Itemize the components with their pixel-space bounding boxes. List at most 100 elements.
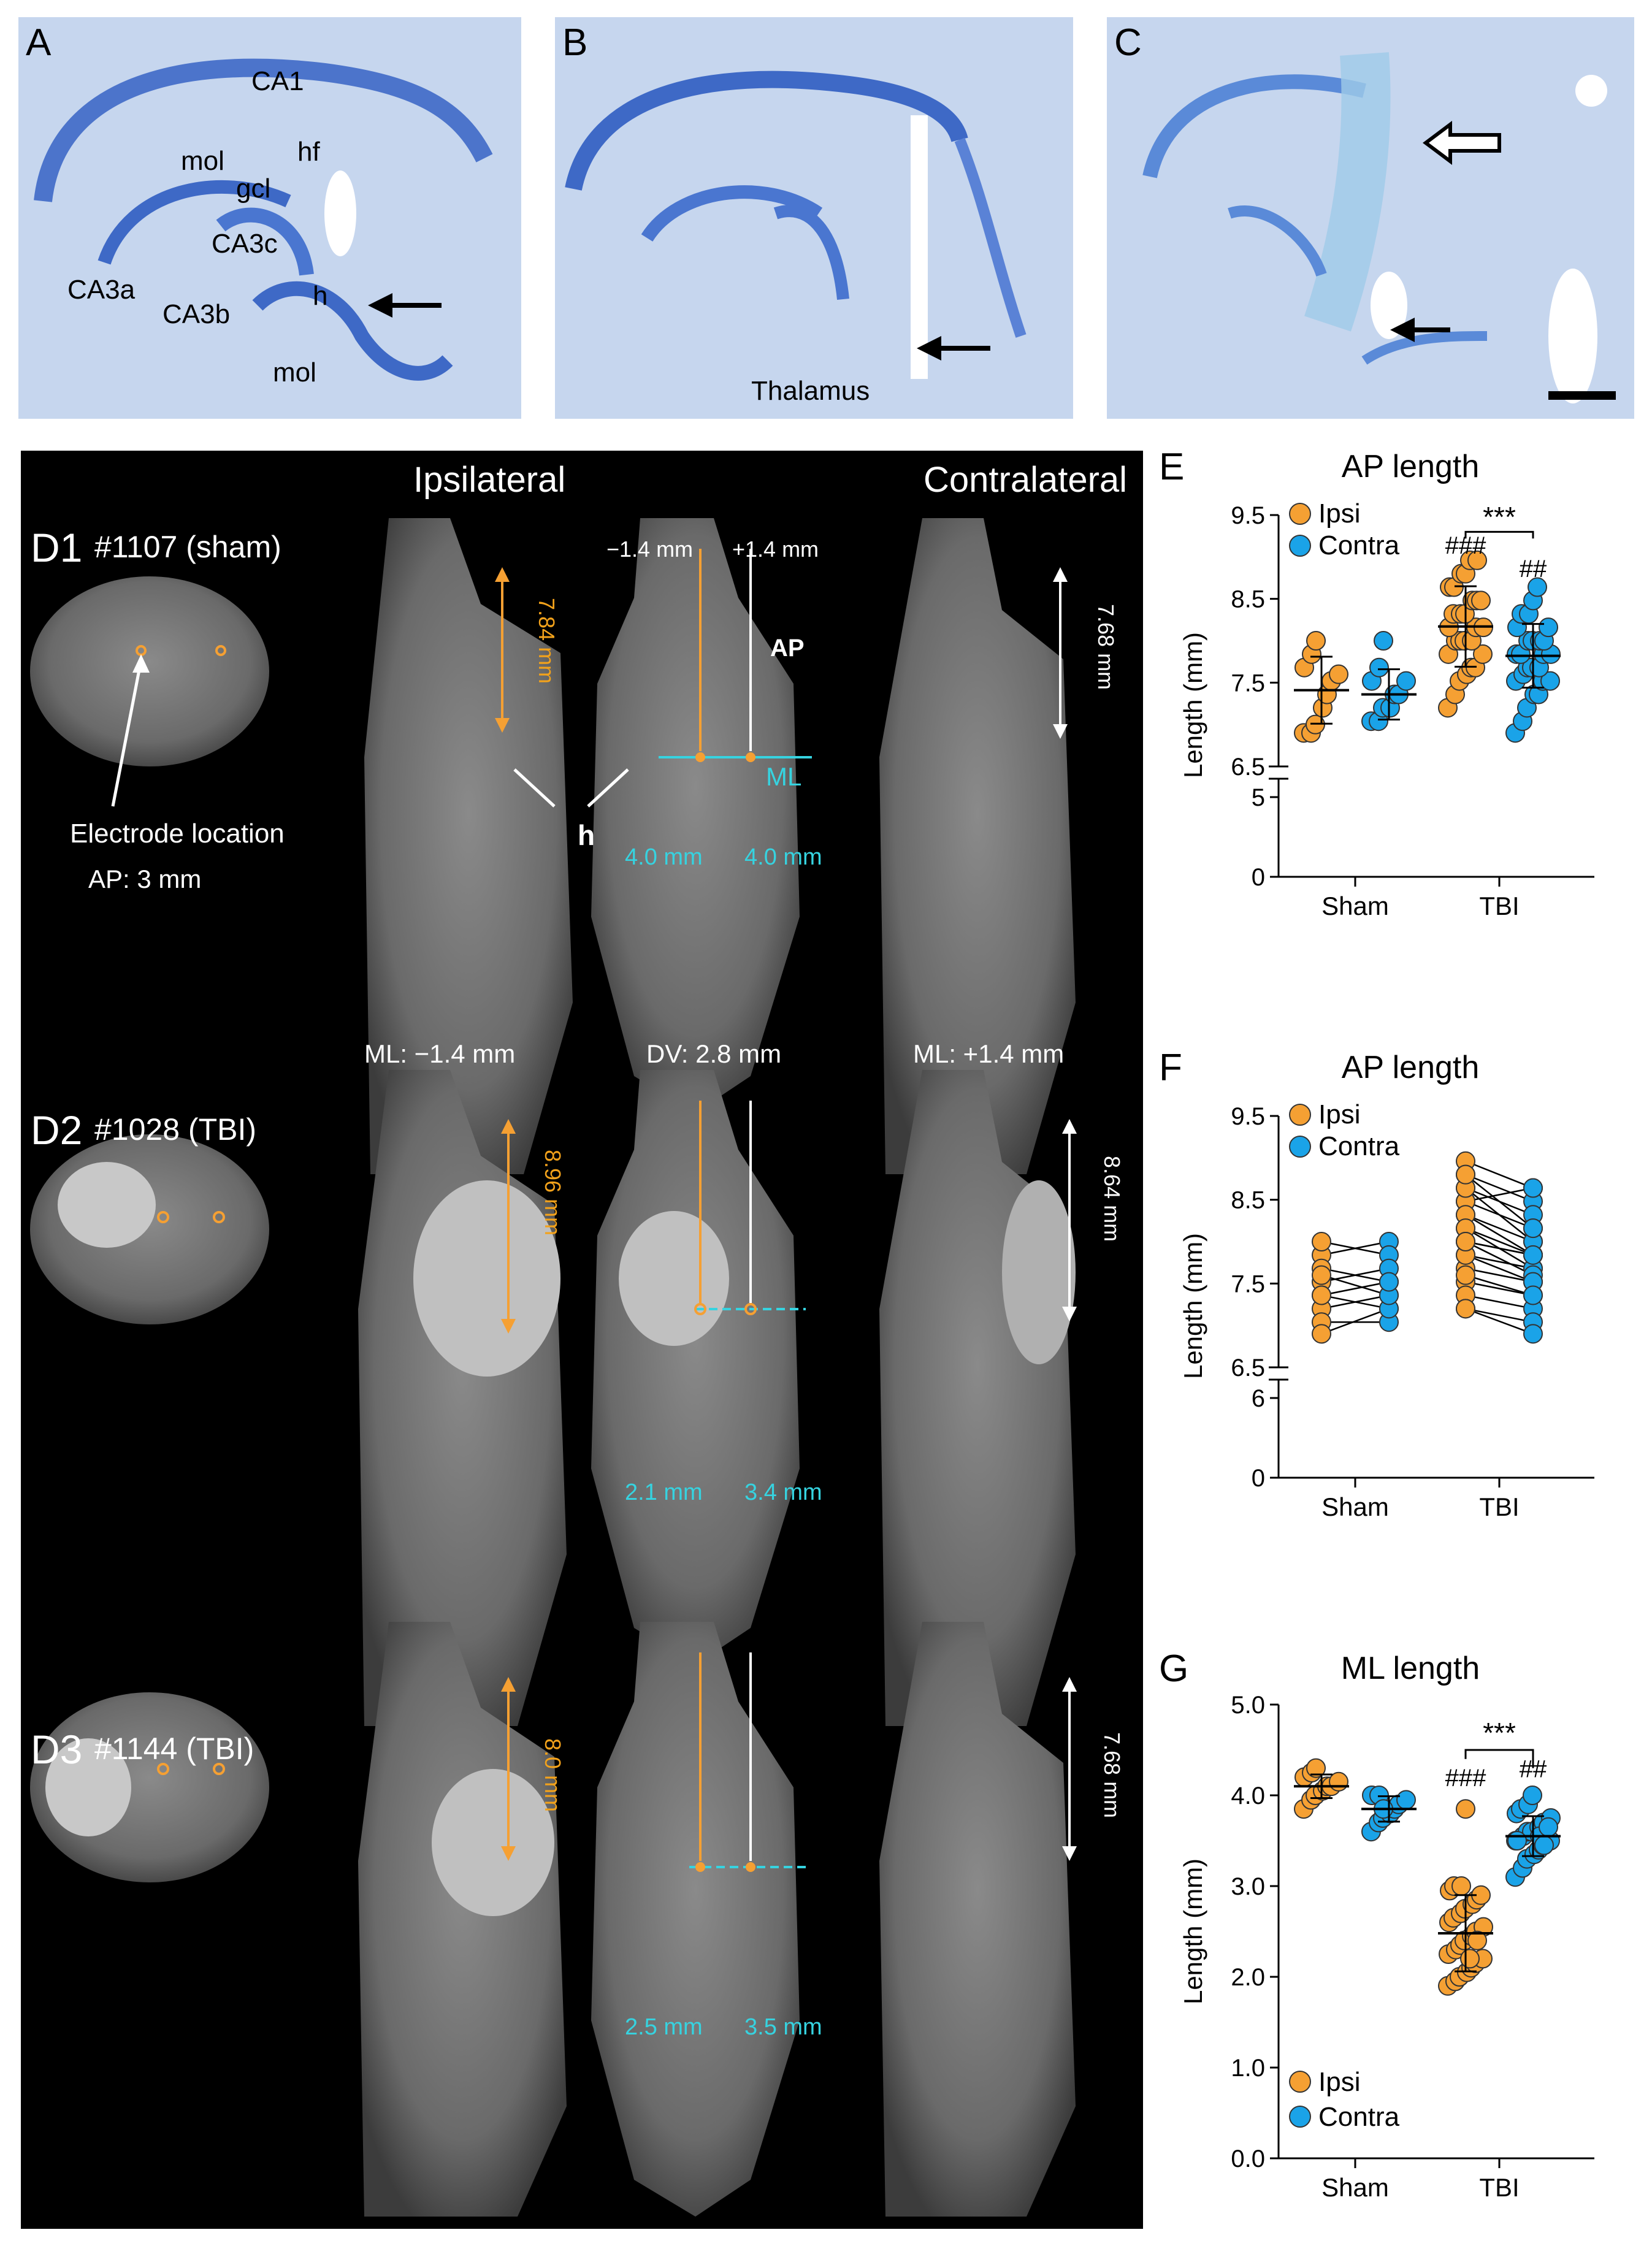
y-axis-label: Length (mm): [1179, 1858, 1207, 2004]
pair-line: [1465, 1227, 1534, 1256]
hash-ipsi: ###: [1445, 1765, 1486, 1792]
data-point-contra: [1379, 1272, 1399, 1292]
minus-position-label: −1.4 mm: [606, 537, 694, 562]
data-point-contra: [1539, 1817, 1558, 1837]
legend-marker-ipsi: [1289, 503, 1311, 525]
data-point-contra: [1396, 1790, 1416, 1810]
x-tick-label: Sham: [1321, 2173, 1389, 2202]
data-point-contra: [1374, 631, 1393, 651]
y-tick-label: 9.5: [1231, 1103, 1265, 1130]
data-point-ipsi: [1467, 550, 1487, 570]
x-tick-label: Sham: [1321, 892, 1389, 920]
column-contralateral: Contralateral: [924, 460, 1128, 500]
pair-line: [1465, 1187, 1534, 1242]
y-tick-label: 8.5: [1231, 1187, 1265, 1214]
panel-letter-f: F: [1159, 1047, 1182, 1089]
ap-3mm-label: AP: 3 mm: [88, 865, 202, 893]
legend-marker-contra: [1289, 1136, 1311, 1158]
hippocampus-section-c: [1107, 17, 1634, 419]
y-tick-label: 6.5: [1231, 754, 1265, 781]
chart-e-svg: E AP length 6.5 7.5 8.5 9.5 0 5 Length (mm) Sham T…: [1159, 446, 1594, 920]
significance-bracket: [1464, 1749, 1534, 1768]
chart-f-svg: F AP length 6.5 7.5 8.5 9.5 0 6 Length (mm) Sham T…: [1159, 1047, 1594, 1521]
pair-line: [1321, 1308, 1390, 1335]
legend-label-ipsi: Ipsi: [1318, 498, 1360, 529]
pair-line: [1465, 1254, 1534, 1283]
ml-right-d3: 3.5 mm: [744, 2014, 822, 2040]
y-tick-label: 0: [1252, 864, 1265, 891]
y-tick-label: 7.5: [1231, 1270, 1265, 1297]
chart-e: E AP length 6.5 7.5 8.5 9.5 0 5 Length (mm) Sham T…: [1153, 441, 1643, 1024]
pair-line: [1465, 1160, 1534, 1189]
footer-ml-right: ML: +1.4 mm: [913, 1039, 1065, 1068]
data-point-contra: [1528, 577, 1547, 597]
x-tick-label: Sham: [1321, 1492, 1389, 1521]
label-thalamus: Thalamus: [751, 376, 870, 406]
scale-bar: [1548, 391, 1616, 400]
data-point-ipsi: [1312, 1232, 1331, 1251]
plus-position-label: +1.4 mm: [732, 537, 819, 562]
row-id-d1: #1107 (sham): [94, 530, 281, 564]
hippocampus-section-a: [18, 17, 521, 419]
pair-line: [1465, 1240, 1534, 1256]
data-point-ipsi: [1460, 1949, 1480, 1969]
x-tick-label: TBI: [1479, 892, 1519, 920]
pair-line: [1465, 1281, 1534, 1296]
ml-right-d2: 3.4 mm: [744, 1480, 822, 1505]
pair-line: [1465, 1308, 1534, 1323]
data-point-contra: [1523, 1178, 1543, 1198]
row-id-d2: #1028 (TBI): [94, 1112, 257, 1147]
data-point-ipsi: [1456, 1232, 1475, 1251]
y-tick-label: 4.0: [1231, 1782, 1265, 1809]
contra-length-d1: 7.68 mm: [1093, 604, 1119, 690]
pair-line: [1321, 1274, 1390, 1296]
data-point-contra: [1507, 1831, 1527, 1851]
data-point-ipsi: [1456, 1265, 1475, 1285]
legend-marker-ipsi: [1289, 2071, 1311, 2093]
contra-length-d3: 7.68 mm: [1099, 1732, 1125, 1819]
data-point-ipsi: [1467, 1930, 1487, 1950]
pair-line: [1465, 1174, 1534, 1229]
panel-letter-c: C: [1114, 21, 1142, 64]
row-tag-d3: D3: [31, 1727, 83, 1772]
ipsi-length-d3: 8.0 mm: [540, 1738, 565, 1812]
mri-row-d1: [30, 518, 1076, 1174]
pair-line: [1465, 1214, 1534, 1256]
legend-label-contra: Contra: [1318, 1131, 1400, 1161]
y-tick-label: 0: [1252, 1465, 1265, 1492]
data-point-ipsi: [1306, 631, 1326, 651]
data-point-ipsi: [1451, 1876, 1471, 1896]
y-tick-label: 7.5: [1231, 670, 1265, 697]
pair-line: [1321, 1281, 1390, 1296]
h-tag: h: [578, 819, 595, 851]
legend-label-ipsi: Ipsi: [1318, 2067, 1360, 2097]
data-point-contra: [1523, 1218, 1543, 1239]
legend-label-contra: Contra: [1318, 2102, 1400, 2132]
label-gcl: gcl: [236, 174, 271, 204]
hippocampus-section-b: [555, 17, 1073, 419]
pair-line: [1321, 1294, 1390, 1310]
data-point-contra: [1396, 671, 1416, 691]
data-point-contra: [1369, 657, 1389, 678]
y-tick-label: 3.0: [1231, 1873, 1265, 1900]
contra-length-d2: 8.64 mm: [1099, 1156, 1125, 1242]
panel-letter-e: E: [1159, 446, 1184, 488]
pair-line: [1465, 1254, 1534, 1269]
label-ca3b: CA3b: [163, 299, 231, 329]
mri-row-d2: [30, 1070, 1077, 1726]
pair-line: [1465, 1214, 1534, 1243]
data-point-ipsi: [1329, 664, 1348, 684]
label-ca3c: CA3c: [212, 229, 278, 259]
ml-right-d1: 4.0 mm: [744, 844, 822, 870]
label-mol-upper: mol: [181, 146, 224, 176]
chart-g-svg: G ML length 0.0 1.0 2.0 3.0 4.0 5.0 Length (mm) S…: [1159, 1648, 1594, 2202]
ml-left-d3: 2.5 mm: [625, 2014, 703, 2040]
significance-stars: ***: [1483, 501, 1516, 533]
chart-g: G ML length 0.0 1.0 2.0 3.0 4.0 5.0 Length (mm) S…: [1153, 1643, 1643, 2232]
mri-panel-d: Ipsilateral Contralateral D1 #1107 (sham…: [21, 451, 1143, 2229]
ipsi-length-d1: 7.84 mm: [534, 598, 559, 684]
footer-ml-left: ML: −1.4 mm: [364, 1039, 516, 1068]
data-point-ipsi: [1471, 590, 1491, 611]
legend-label-contra: Contra: [1318, 530, 1400, 560]
pair-line: [1321, 1240, 1390, 1256]
